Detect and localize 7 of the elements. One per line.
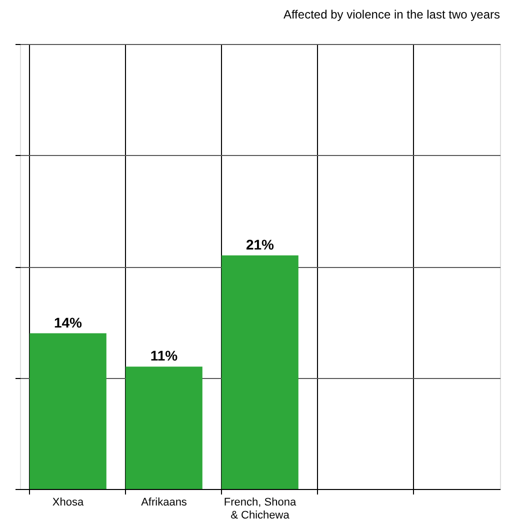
- chart-title: Affected by violence in the last two years: [283, 8, 500, 22]
- data-label: 11%: [150, 348, 178, 364]
- data-label: 21%: [246, 236, 275, 252]
- data-label: 14%: [54, 314, 83, 330]
- x-tick-label: French, Shona & Chichewa: [224, 496, 297, 522]
- x-tick-label: Xhosa: [52, 496, 84, 508]
- x-tick-label: Afrikaans: [141, 496, 188, 508]
